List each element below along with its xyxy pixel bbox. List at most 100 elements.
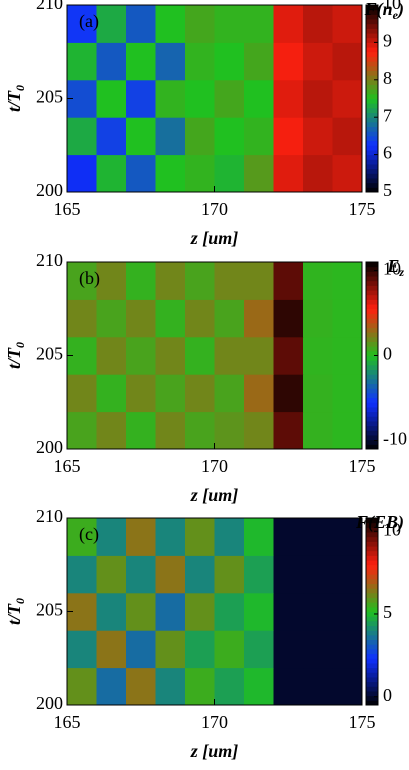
label-part: t/T [4, 347, 24, 369]
label-part: E [386, 256, 399, 276]
heat-cell [303, 5, 333, 43]
colorbar-segment [366, 672, 378, 678]
colorbar-segment [366, 51, 378, 57]
heat-cell [332, 262, 363, 300]
colorbar-segment [366, 140, 378, 146]
heat-cell [67, 117, 97, 156]
heat-cell [96, 411, 127, 450]
heat-cell [155, 154, 186, 193]
heat-cell [126, 117, 156, 156]
heat-cell [214, 411, 245, 450]
heat-cell [244, 42, 274, 81]
label-part: e [393, 8, 399, 22]
heat-cell [303, 592, 333, 631]
heat-cell [214, 79, 245, 118]
heat-cell [96, 630, 127, 669]
heat-cell [96, 518, 127, 556]
heat-cell [273, 336, 304, 375]
colorbar-tick-label: 10 [383, 0, 401, 13]
colorbar-segment [366, 79, 378, 85]
heat-cell [244, 518, 274, 556]
colorbar-segment [366, 378, 378, 385]
heat-cell [273, 667, 304, 706]
colorbar-tick-label: 5 [383, 602, 392, 622]
colorbar-segment [366, 430, 378, 436]
colorbar-segment [366, 23, 378, 29]
colorbar-segment [366, 19, 378, 25]
heat-cell [96, 555, 127, 594]
colorbar-segment [366, 676, 378, 683]
colorbar-segment [366, 583, 378, 589]
panel-label: (b) [79, 268, 100, 289]
colorbar-tick-label: 0 [383, 344, 392, 364]
colorbar-segment [366, 383, 378, 389]
label-part: t/T [4, 90, 24, 112]
heat-cell [67, 5, 97, 43]
colorbar-segment [366, 658, 378, 664]
y-tick-label: 200 [36, 693, 63, 713]
colorbar-title: F(EB) [355, 512, 404, 533]
colorbar-segment [366, 518, 378, 524]
colorbar-segment [366, 667, 378, 673]
heat-cell [244, 79, 274, 118]
colorbar-segment [366, 597, 378, 603]
colorbar-segment [366, 285, 378, 291]
colorbar-segment [366, 425, 378, 431]
heat-cell [185, 630, 215, 669]
colorbar-segment [366, 374, 378, 380]
heat-cell [67, 262, 97, 300]
heat-cell [96, 336, 127, 375]
heat-cell [96, 667, 127, 706]
heat-cell [332, 336, 363, 375]
colorbar-segment [366, 126, 378, 132]
heat-cell [303, 630, 333, 669]
colorbar-segment [366, 121, 378, 128]
x-tick-label: 175 [349, 199, 376, 219]
heat-cell [126, 592, 156, 631]
heat-cell [96, 299, 127, 338]
heat-cell [185, 79, 215, 118]
heat-cell [67, 411, 97, 450]
heat-cell [214, 374, 245, 413]
label-part: 0 [13, 342, 27, 348]
colorbar-segment [366, 168, 378, 174]
heat-cell [303, 42, 333, 81]
colorbar-segment [366, 154, 378, 160]
colorbar-segment [366, 592, 378, 598]
heat-cell [96, 117, 127, 156]
colorbar-segment [366, 280, 378, 286]
colorbar-segment [366, 402, 378, 408]
heat-cell [96, 262, 127, 300]
heat-cell [244, 667, 274, 706]
colorbar-segment [366, 346, 378, 352]
colorbar-tick-label: -10 [383, 429, 407, 449]
heat-cell [96, 374, 127, 413]
heat-cell [273, 154, 304, 193]
colorbar-segment [366, 332, 378, 338]
colorbar-segment [366, 416, 378, 422]
heat-cell [244, 555, 274, 594]
colorbar-segment [366, 634, 378, 641]
heat-cell [185, 592, 215, 631]
colorbar-tick-label: 5 [383, 180, 392, 200]
colorbar-segment [366, 369, 378, 375]
heat-cell [214, 592, 245, 631]
colorbar-segment [366, 117, 378, 123]
heat-cell [185, 667, 215, 706]
heat-cell [126, 42, 156, 81]
colorbar-segment [366, 569, 378, 575]
colorbar-segment [366, 93, 378, 99]
heat-cell [185, 262, 215, 300]
heat-cell [67, 374, 97, 413]
heat-cell [332, 592, 363, 631]
heat-cell [214, 336, 245, 375]
heat-cell [96, 42, 127, 81]
panel-label: (a) [79, 11, 99, 32]
heat-cell [244, 154, 274, 193]
colorbar-segment [366, 14, 378, 20]
colorbar-segment [366, 578, 378, 584]
heat-cell [303, 411, 333, 450]
colorbar-segment [366, 299, 378, 305]
colorbar-segment [366, 536, 378, 542]
colorbar-segment [366, 700, 378, 706]
